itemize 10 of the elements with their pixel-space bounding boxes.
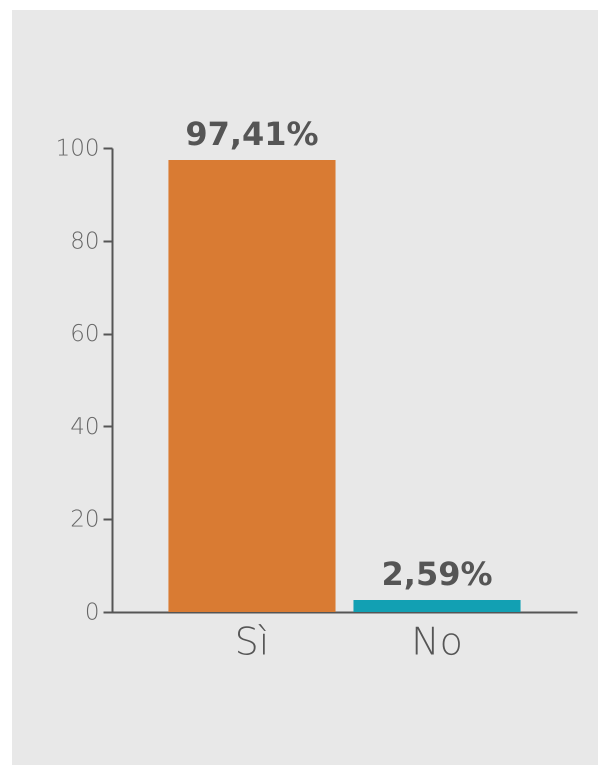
y-tick-label: 40	[70, 414, 100, 440]
y-tick-label: 100	[56, 136, 100, 162]
y-tick-label: 0	[84, 600, 100, 626]
data-label: 97,41%	[185, 115, 319, 154]
x-tick-label: No	[411, 620, 463, 664]
x-tick-label: Sì	[234, 620, 270, 664]
y-tick-label: 60	[70, 321, 100, 348]
y-tick-label: 20	[70, 506, 100, 533]
data-label: 2,59%	[382, 554, 493, 593]
y-tick-label: 80	[70, 228, 100, 254]
